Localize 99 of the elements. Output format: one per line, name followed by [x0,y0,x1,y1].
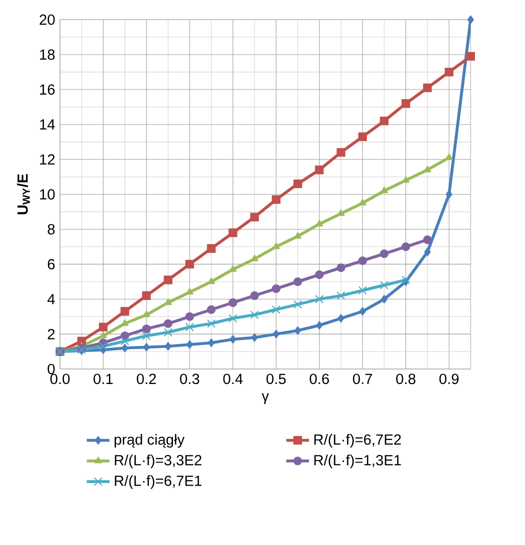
point [402,176,410,183]
x-tick-label: 0.2 [136,374,156,384]
point [250,254,258,262]
point [358,286,367,295]
point [98,342,108,351]
point [206,305,216,314]
point [272,330,280,338]
point [142,332,151,340]
x-axis-title: γ [262,393,269,404]
point [206,244,216,253]
point [294,326,302,335]
y-tick-label: 4 [47,294,55,304]
point [164,298,172,305]
x-tick-label: 0.0 [50,374,70,384]
y-tick-label: 6 [48,259,55,270]
point [164,328,172,337]
y-tick-label: 16 [40,84,55,95]
y-tick-label: 14 [40,119,55,130]
legend-label: R/(L·f)=6,7E2 [314,434,401,448]
point [98,322,108,332]
point [444,68,454,76]
point [423,235,432,244]
y-tick-label: 20 [40,14,55,25]
point [424,248,431,256]
point [228,298,238,307]
x-tick-label: 0.1 [94,374,113,384]
point [445,153,453,160]
y-tick-label: 0 [48,364,55,374]
point [336,148,346,157]
point [120,307,130,316]
point [380,116,389,126]
point [186,340,194,349]
point [380,280,389,290]
point [230,334,236,344]
x-tick-label: 0.8 [396,374,416,384]
point [315,294,324,304]
point [272,305,280,314]
x-tick-label: 0.9 [439,374,459,384]
x-tick-label: 0.4 [223,374,243,384]
point [250,212,259,222]
point [228,314,238,323]
y-tick-label: 8 [48,224,55,234]
y-tick-label: 12 [40,154,55,165]
point [315,270,324,280]
point [380,249,389,258]
point [467,15,474,24]
point [401,242,410,252]
point [142,291,151,300]
point [208,277,216,284]
x-tick-label: 0.5 [266,374,286,384]
legend-label: prąd ciągły [114,434,185,448]
x-tick-label: 0.3 [180,374,200,384]
x-tick-label: 0.6 [310,374,329,384]
point [164,319,172,328]
point [143,342,150,352]
point [337,209,345,216]
point [293,277,302,286]
point [164,276,172,284]
point [336,263,346,272]
point [208,338,215,348]
point [250,291,259,300]
y-axis-title: U$_{WY}$/E [17,174,30,214]
point [250,310,259,320]
point [359,307,366,316]
point [206,319,216,328]
point [293,300,302,309]
point [358,256,367,266]
point [315,166,324,174]
point [121,319,129,326]
point [338,314,344,323]
point [120,336,130,346]
point [466,52,475,61]
point [293,180,302,188]
point [423,83,432,92]
x-tick-label: 0.7 [352,374,372,384]
point [316,220,324,226]
legend-label: R/(L·f)=6,7E1 [114,475,202,489]
point [358,132,367,142]
point [185,312,194,321]
point [336,291,346,300]
point [446,190,452,199]
y-tick-label: 2 [48,328,55,340]
point [185,260,194,269]
point [164,342,172,351]
point [380,294,388,304]
point [228,228,238,238]
point [185,322,194,332]
point [142,324,151,334]
point [272,195,280,204]
point [401,99,410,108]
legend-label: R/(L·f)=3,3E2 [114,454,202,468]
point [272,284,280,293]
y-tick-label: 18 [40,49,55,60]
point [251,333,258,342]
point [122,344,128,352]
point [316,321,323,330]
point [229,265,237,272]
legend-label: R/(L·f)=1,3E1 [314,454,401,468]
y-tick-label: 10 [40,189,55,200]
